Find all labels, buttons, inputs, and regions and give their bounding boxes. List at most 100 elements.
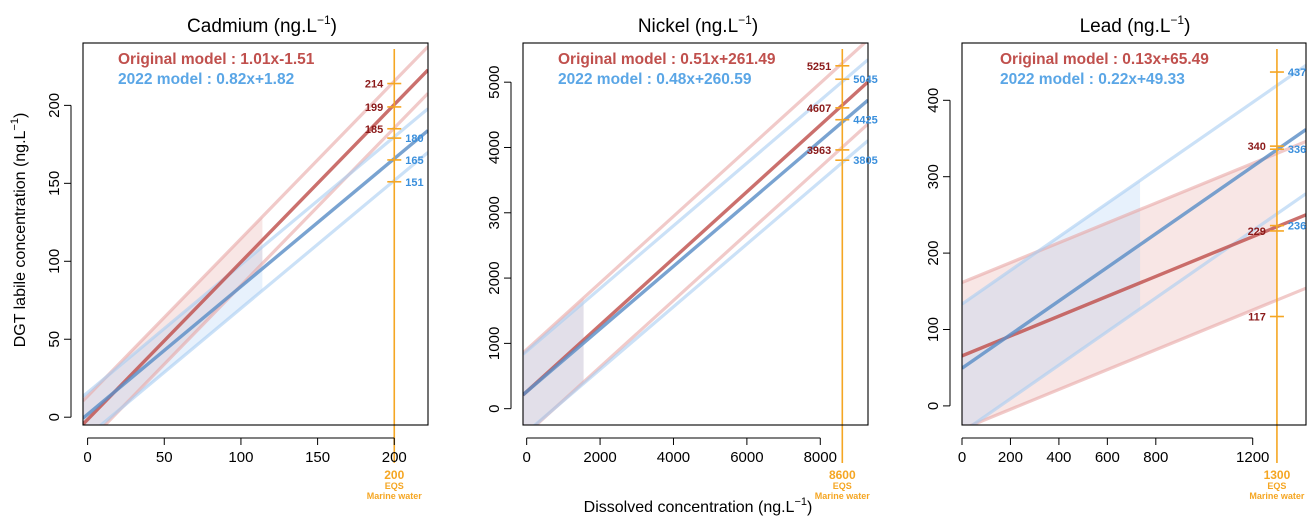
y-tick-label: 2000 <box>486 261 503 294</box>
x-tick-label: 6000 <box>730 449 763 466</box>
global-x-label: Dissolved concentration (ng.L−1) <box>584 496 813 516</box>
x-tick-label: 50 <box>156 449 173 466</box>
y-tick-label: 200 <box>46 93 63 118</box>
original-model-upper-bound-line <box>962 140 1306 285</box>
x-tick-label: 0 <box>83 449 91 466</box>
original-model-line <box>83 68 428 425</box>
y-tick-label: 100 <box>46 249 63 274</box>
value-label-original: 3963 <box>807 145 831 157</box>
y-tick-label: 400 <box>925 88 942 113</box>
legend-2022-model: 2022 model : 0.82x+1.82 <box>118 71 294 88</box>
y-tick-label: 3000 <box>486 196 503 229</box>
value-label-2022: 336 <box>1288 144 1306 156</box>
original-model-lower-bound-line <box>968 286 1306 425</box>
model-2022-upper-bound-line <box>523 58 868 356</box>
cadmium-panel: 0 50 100 150 200 0 50 100 150 200 Cadmium (ng.L−1… <box>46 13 429 501</box>
eqs-value-label: 1300 <box>1264 468 1291 482</box>
eqs-marine-water-label: Marine water <box>1249 491 1305 501</box>
eqs-marine-water-label: Marine water <box>367 491 423 501</box>
x-tick-label: 1200 <box>1236 449 1269 466</box>
eqs-label: EQS <box>385 481 404 491</box>
original-model-upper-bound-line <box>523 43 867 355</box>
global-y-label: DGT labile concentration (ng.L−1) <box>9 113 29 348</box>
x-tick-label: 100 <box>228 449 253 466</box>
legend-original-model: Original model : 1.01x-1.51 <box>118 51 315 68</box>
x-tick-label: 800 <box>1143 449 1168 466</box>
y-tick-label: 0 <box>46 413 63 421</box>
x-tick-label: 200 <box>382 449 407 466</box>
nickel-panel: 0 2000 4000 6000 8000 0 1000 2000 3000 4000 5000 N… <box>486 13 878 501</box>
legend-original-model: Original model : 0.51x+261.49 <box>558 51 776 68</box>
y-tick-label: 0 <box>925 402 942 410</box>
x-tick-label: 0 <box>522 449 530 466</box>
x-tick-label: 600 <box>1095 449 1120 466</box>
model-2022-line <box>83 129 428 420</box>
y-tick-label: 0 <box>486 405 503 413</box>
model-2022-line <box>523 98 868 397</box>
value-label-2022: 165 <box>405 155 423 167</box>
plot-area <box>962 64 1306 425</box>
plot-frame <box>82 42 429 426</box>
model-2022-ci-shade <box>962 180 1141 425</box>
plot-frame <box>961 42 1307 426</box>
value-label-2022: 3805 <box>853 155 877 167</box>
plot-frame <box>522 42 869 426</box>
y-tick-label: 200 <box>925 241 942 266</box>
y-tick-label: 300 <box>925 164 942 189</box>
x-tick-label: 2000 <box>583 449 616 466</box>
value-label-original: 340 <box>1248 141 1266 153</box>
model-2022-lower-bound-line <box>532 139 868 425</box>
original-model-upper-bound-line <box>83 45 428 403</box>
model-2022-upper-bound-line <box>962 64 1306 306</box>
eqs-label: EQS <box>833 481 852 491</box>
value-label-2022: 5045 <box>853 74 877 86</box>
y-tick-label: 1000 <box>486 327 503 360</box>
plot-area <box>523 43 868 425</box>
value-label-2022: 437 <box>1288 67 1306 79</box>
original-model-line <box>523 80 868 397</box>
x-tick-label: 0 <box>958 449 966 466</box>
y-tick-label: 5000 <box>486 65 503 98</box>
value-label-original: 229 <box>1248 226 1266 238</box>
original-model-ci-shade <box>962 153 1277 425</box>
eqs-value-label: 200 <box>384 468 404 482</box>
model-2022-lower-bound-line <box>98 151 428 425</box>
x-tick-label: 4000 <box>657 449 690 466</box>
x-tick-label: 400 <box>1046 449 1071 466</box>
eqs-value-label: 8600 <box>829 468 856 482</box>
model-2022-lower-bound-line <box>969 192 1306 425</box>
x-tick-label: 200 <box>998 449 1023 466</box>
original-model-ci-shade <box>523 297 584 425</box>
eqs-label: EQS <box>1267 481 1286 491</box>
original-model-line <box>962 213 1306 358</box>
legend-2022-model: 2022 model : 0.48x+260.59 <box>558 71 752 88</box>
value-label-original: 117 <box>1248 312 1266 324</box>
legend-2022-model: 2022 model : 0.22x+49.33 <box>1000 71 1185 88</box>
value-label-original: 214 <box>365 79 384 91</box>
value-label-original: 5251 <box>807 61 831 73</box>
y-tick-label: 150 <box>46 171 63 196</box>
value-label-2022: 4425 <box>853 115 877 127</box>
x-tick-label: 8000 <box>804 449 837 466</box>
panel-title: Nickel (ng.L−1) <box>638 13 758 37</box>
eqs-marine-water-label: Marine water <box>815 491 871 501</box>
panel-title: Lead (ng.L−1) <box>1080 13 1191 37</box>
model-2022-line <box>962 128 1306 370</box>
legend-original-model: Original model : 0.13x+65.49 <box>1000 51 1209 68</box>
y-tick-label: 50 <box>46 331 63 348</box>
original-model-lower-bound-line <box>102 92 428 425</box>
model-2022-upper-bound-line <box>83 107 428 398</box>
x-tick-label: 150 <box>305 449 330 466</box>
value-label-original: 185 <box>365 124 383 136</box>
value-label-2022: 180 <box>405 133 423 145</box>
lead-panel: 0 200 400 600 800 1200 0 100 200 300 400 Lead (ng.… <box>925 13 1307 501</box>
value-label-2022: 236 <box>1288 221 1306 233</box>
plot-area <box>83 45 428 425</box>
y-tick-label: 100 <box>925 317 942 342</box>
value-label-original: 199 <box>365 102 383 114</box>
value-label-original: 4607 <box>807 103 831 115</box>
y-tick-label: 4000 <box>486 131 503 164</box>
value-label-2022: 151 <box>405 177 423 189</box>
panel-title: Cadmium (ng.L−1) <box>187 13 337 37</box>
